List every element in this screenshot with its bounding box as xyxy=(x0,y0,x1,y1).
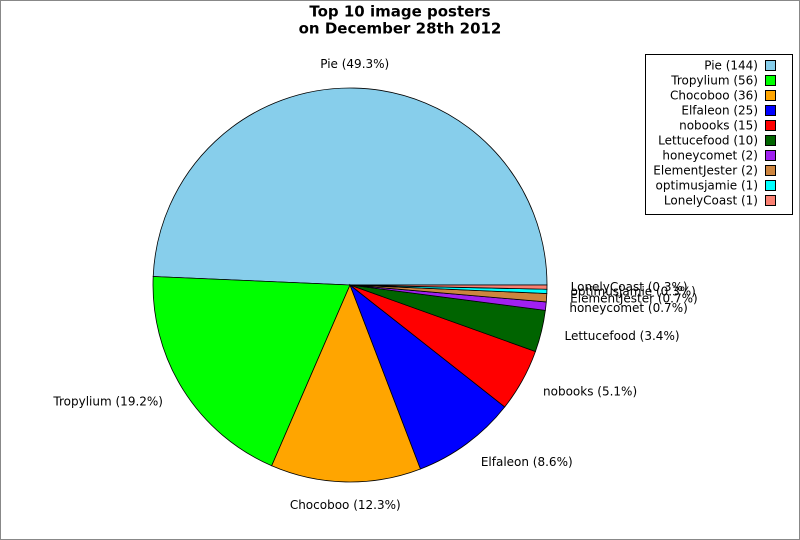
pie-slice xyxy=(152,276,351,467)
pie-slice xyxy=(349,284,548,290)
legend-swatch xyxy=(765,105,776,116)
slice-label: ElementJester (0.7%) xyxy=(570,292,698,306)
pie-slice xyxy=(271,283,421,483)
slice-label: LonelyCoast (0.3%) xyxy=(571,280,688,294)
slice-label: Elfaleon (8.6%) xyxy=(481,455,573,469)
legend-label: Chocoboo (36) xyxy=(670,89,758,103)
legend-swatch xyxy=(765,180,776,191)
chart-title: Top 10 image posters xyxy=(309,3,490,21)
legend-label: optimusjamie (1) xyxy=(656,179,758,193)
slice-label: optimusjamie (0.3%) xyxy=(571,285,696,299)
legend-swatch xyxy=(765,120,776,131)
legend-label: Tropylium (56) xyxy=(670,74,758,88)
legend-label: LonelyCoast (1) xyxy=(664,194,758,208)
pie-slice xyxy=(349,283,506,470)
legend-swatch xyxy=(765,90,776,101)
slice-label: Tropylium (19.2%) xyxy=(52,395,163,409)
slice-label: nobooks (5.1%) xyxy=(543,384,637,398)
legend-swatch xyxy=(765,60,776,71)
slice-label: Pie (49.3%) xyxy=(320,57,389,71)
legend-label: honeycomet (2) xyxy=(662,149,758,163)
legend-swatch xyxy=(765,195,776,206)
legend-swatch xyxy=(765,150,776,161)
legend-swatch xyxy=(765,135,776,146)
chart-subtitle: on December 28th 2012 xyxy=(299,20,502,38)
slice-label: Lettucefood (3.4%) xyxy=(564,329,679,343)
slice-label: Chocoboo (12.3%) xyxy=(290,498,401,512)
legend-label: Pie (144) xyxy=(704,59,758,73)
legend-label: Lettucefood (10) xyxy=(658,134,758,148)
legend-label: Elfaleon (25) xyxy=(681,104,758,118)
legend-swatch xyxy=(765,165,776,176)
legend-label: nobooks (15) xyxy=(679,119,758,133)
legend-swatch xyxy=(765,75,776,86)
pie-slice xyxy=(152,87,548,286)
legend-label: ElementJester (2) xyxy=(653,164,758,178)
slice-label: honeycomet (0.7%) xyxy=(569,301,687,315)
